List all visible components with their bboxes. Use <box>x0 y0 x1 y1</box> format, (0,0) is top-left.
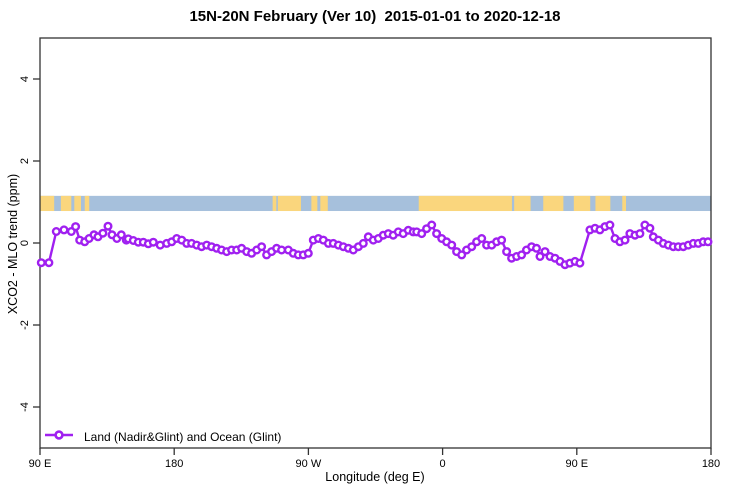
data-point <box>71 222 81 232</box>
data-point <box>517 250 527 260</box>
data-point <box>535 251 545 261</box>
legend: Land (Nadir&Glint) and Ocean (Glint) <box>44 428 281 446</box>
x-tick-label: 90 E <box>29 458 52 470</box>
y-tick-label: 0 <box>19 240 31 246</box>
land-band-segment <box>595 195 611 212</box>
land-band-segment <box>622 195 627 212</box>
data-point <box>477 233 487 243</box>
land-band-segment <box>272 195 277 212</box>
land-band-segment <box>84 195 90 212</box>
data-point <box>303 248 313 258</box>
x-tick-label: 90 W <box>296 458 322 470</box>
land-band-segment <box>40 195 55 212</box>
data-point <box>36 258 46 268</box>
y-tick-label: 4 <box>19 76 31 82</box>
land-band-segment <box>573 195 591 212</box>
x-tick-label: 180 <box>702 458 720 470</box>
data-point <box>575 258 585 268</box>
data-point <box>116 230 126 240</box>
x-axis-title: Longitude (deg E) <box>325 470 425 484</box>
y-tick-label: -2 <box>19 320 31 330</box>
data-point <box>502 247 512 257</box>
y-tick-label: -4 <box>19 402 31 412</box>
data-point <box>148 237 158 247</box>
y-tick-label: 2 <box>19 158 31 164</box>
land-band-segment <box>60 195 72 212</box>
land-band-segment <box>311 195 318 212</box>
x-tick-label: 90 E <box>565 458 588 470</box>
data-point <box>98 228 108 238</box>
data-point <box>645 223 655 233</box>
data-point <box>432 229 442 239</box>
data-point <box>703 237 713 247</box>
data-point <box>44 258 54 268</box>
data-point <box>457 250 467 260</box>
data-point <box>103 221 113 231</box>
data-point <box>417 229 427 239</box>
data-point <box>427 220 437 230</box>
data-point <box>532 243 542 253</box>
legend-line-marker-icon <box>44 428 74 447</box>
data-point <box>620 235 630 245</box>
data-point <box>51 226 61 236</box>
data-point <box>358 238 368 248</box>
data-point <box>540 247 550 257</box>
land-band-segment <box>514 195 531 212</box>
land-band-segment <box>277 195 301 212</box>
legend-label: Land (Nadir&Glint) and Ocean (Glint) <box>84 430 282 444</box>
data-point <box>257 242 267 252</box>
land-band-segment <box>418 195 512 212</box>
land-band-segment <box>74 195 82 212</box>
data-point <box>467 242 477 252</box>
data-point <box>605 220 615 230</box>
land-band-segment <box>320 195 328 212</box>
land-band-segment <box>543 195 564 212</box>
x-tick-label: 0 <box>440 458 446 470</box>
data-point <box>635 229 645 239</box>
x-tick-label: 180 <box>165 458 183 470</box>
chart-title: 15N-20N February (Ver 10) 2015-01-01 to … <box>189 8 561 25</box>
y-axis-title: XCO2 - MLO trend (ppm) <box>6 173 20 315</box>
data-point <box>59 225 69 235</box>
data-point <box>447 240 457 250</box>
data-point <box>497 235 507 245</box>
